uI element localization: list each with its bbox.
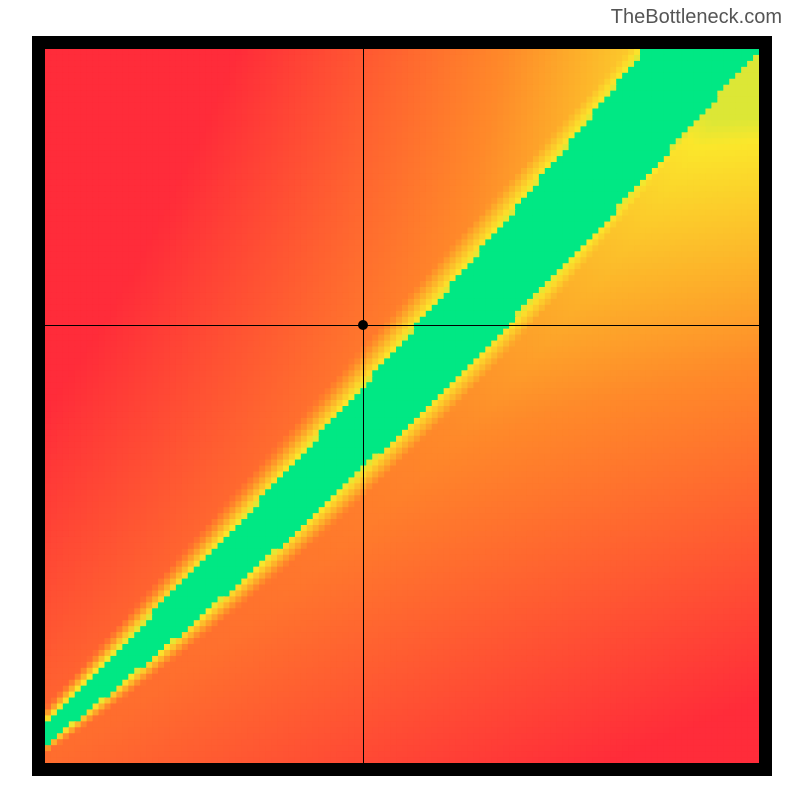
attribution-text: TheBottleneck.com	[611, 6, 782, 29]
plot-frame	[32, 36, 772, 776]
heatmap-canvas	[45, 49, 759, 763]
crosshair-vertical	[363, 49, 364, 763]
crosshair-marker	[358, 320, 368, 330]
heatmap-plot	[45, 49, 759, 763]
crosshair-horizontal	[45, 325, 759, 326]
